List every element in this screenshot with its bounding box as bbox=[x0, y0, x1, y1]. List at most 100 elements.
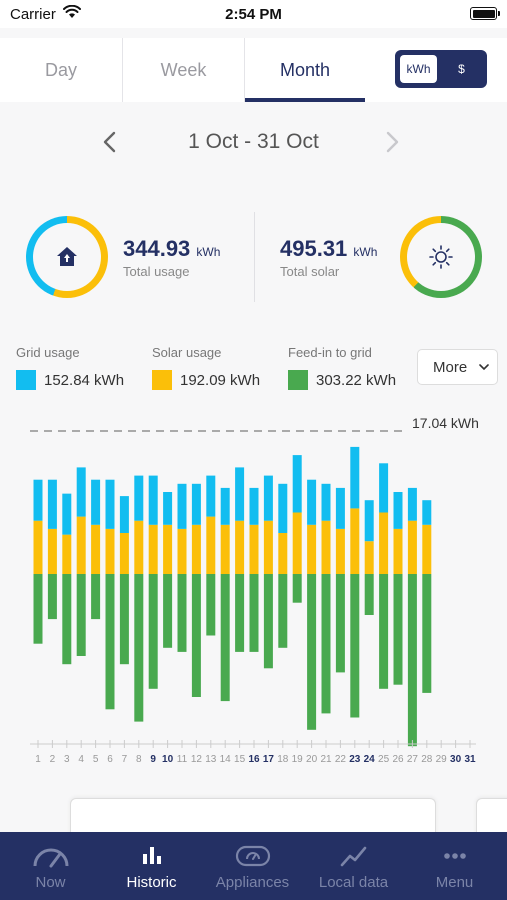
bar-solar[interactable] bbox=[148, 524, 158, 574]
bar-solar[interactable] bbox=[379, 512, 389, 575]
bar-grid[interactable] bbox=[191, 483, 201, 525]
bar-grid[interactable] bbox=[422, 500, 432, 525]
bar-solar[interactable] bbox=[105, 528, 115, 574]
bar-feedin[interactable] bbox=[91, 574, 101, 620]
clock: 2:54 PM bbox=[225, 6, 282, 23]
bar-solar[interactable] bbox=[76, 516, 86, 574]
bar-solar[interactable] bbox=[134, 520, 144, 574]
bar-feedin[interactable] bbox=[33, 574, 43, 644]
bar-grid[interactable] bbox=[235, 467, 245, 521]
bar-solar[interactable] bbox=[62, 534, 72, 574]
bar-solar[interactable] bbox=[163, 524, 173, 574]
bar-feedin[interactable] bbox=[364, 574, 374, 615]
bar-feedin[interactable] bbox=[278, 574, 288, 648]
bar-feedin[interactable] bbox=[220, 574, 230, 702]
bar-feedin[interactable] bbox=[62, 574, 72, 665]
bar-grid[interactable] bbox=[364, 500, 374, 542]
chevron-left-icon[interactable] bbox=[100, 130, 120, 154]
bar-feedin[interactable] bbox=[307, 574, 317, 730]
bar-solar[interactable] bbox=[33, 520, 43, 574]
bar-grid[interactable] bbox=[379, 463, 389, 513]
bar-grid[interactable] bbox=[321, 483, 331, 521]
nav-appliances[interactable]: Appliances bbox=[202, 832, 303, 900]
unit-kwh-button[interactable]: kWh bbox=[400, 55, 437, 83]
bar-solar[interactable] bbox=[335, 528, 345, 574]
bar-solar[interactable] bbox=[321, 520, 331, 574]
bar-grid[interactable] bbox=[206, 475, 216, 517]
chevron-right-icon[interactable] bbox=[382, 130, 402, 154]
unit-dollar-button[interactable]: $ bbox=[458, 62, 465, 76]
bar-solar[interactable] bbox=[422, 524, 432, 574]
bar-feedin[interactable] bbox=[422, 574, 432, 693]
bar-grid[interactable] bbox=[148, 475, 158, 525]
bar-grid[interactable] bbox=[163, 492, 173, 525]
bar-feedin[interactable] bbox=[350, 574, 360, 718]
bar-feedin[interactable] bbox=[191, 574, 201, 697]
bar-grid[interactable] bbox=[177, 483, 187, 529]
bar-solar[interactable] bbox=[350, 508, 360, 574]
bar-grid[interactable] bbox=[407, 487, 417, 521]
bar-grid[interactable] bbox=[119, 496, 129, 533]
bar-feedin[interactable] bbox=[134, 574, 144, 722]
tab-week[interactable]: Week bbox=[160, 59, 207, 80]
bar-grid[interactable] bbox=[249, 487, 259, 525]
bar-feedin[interactable] bbox=[148, 574, 158, 689]
bar-feedin[interactable] bbox=[335, 574, 345, 673]
bar-solar[interactable] bbox=[191, 524, 201, 574]
bar-feedin[interactable] bbox=[249, 574, 259, 652]
bar-solar[interactable] bbox=[263, 520, 273, 574]
bar-feedin[interactable] bbox=[393, 574, 403, 685]
bar-solar[interactable] bbox=[364, 541, 374, 574]
bar-solar[interactable] bbox=[235, 520, 245, 574]
bar-solar[interactable] bbox=[177, 528, 187, 574]
bar-grid[interactable] bbox=[278, 483, 288, 533]
bar-grid[interactable] bbox=[263, 475, 273, 521]
bar-solar[interactable] bbox=[393, 528, 403, 574]
bar-solar[interactable] bbox=[47, 528, 57, 574]
bar-feedin[interactable] bbox=[407, 574, 417, 747]
bar-feedin[interactable] bbox=[263, 574, 273, 669]
bar-grid[interactable] bbox=[292, 455, 302, 513]
bar-feedin[interactable] bbox=[76, 574, 86, 656]
bar-solar[interactable] bbox=[307, 524, 317, 574]
nav-menu[interactable]: Menu bbox=[404, 832, 505, 900]
summary-card[interactable] bbox=[70, 798, 436, 838]
bar-grid[interactable] bbox=[134, 475, 144, 521]
bar-grid[interactable] bbox=[47, 479, 57, 529]
nav-local-data[interactable]: Local data bbox=[303, 832, 404, 900]
bar-grid[interactable] bbox=[220, 487, 230, 525]
bar-solar[interactable] bbox=[249, 524, 259, 574]
bar-feedin[interactable] bbox=[47, 574, 57, 620]
bar-feedin[interactable] bbox=[163, 574, 173, 648]
nav-historic[interactable]: Historic bbox=[101, 832, 202, 900]
bar-solar[interactable] bbox=[407, 520, 417, 574]
tab-day[interactable]: Day bbox=[44, 59, 77, 80]
bar-grid[interactable] bbox=[307, 479, 317, 525]
bar-grid[interactable] bbox=[91, 479, 101, 525]
bar-feedin[interactable] bbox=[292, 574, 302, 603]
bar-feedin[interactable] bbox=[379, 574, 389, 689]
bar-solar[interactable] bbox=[292, 512, 302, 575]
bar-feedin[interactable] bbox=[177, 574, 187, 652]
bar-feedin[interactable] bbox=[235, 574, 245, 652]
bar-feedin[interactable] bbox=[321, 574, 331, 714]
bar-grid[interactable] bbox=[76, 467, 86, 517]
bar-solar[interactable] bbox=[206, 516, 216, 574]
tab-month[interactable]: Month bbox=[245, 38, 365, 102]
bar-solar[interactable] bbox=[119, 533, 129, 574]
bar-solar[interactable] bbox=[220, 524, 230, 574]
bar-feedin[interactable] bbox=[119, 574, 129, 665]
nav-now[interactable]: Now bbox=[0, 832, 101, 900]
bar-grid[interactable] bbox=[105, 479, 115, 529]
bar-solar[interactable] bbox=[91, 524, 101, 574]
bar-feedin[interactable] bbox=[206, 574, 216, 636]
more-dropdown[interactable]: More bbox=[417, 349, 498, 385]
bar-grid[interactable] bbox=[335, 487, 345, 529]
bar-grid[interactable] bbox=[33, 479, 43, 521]
bar-grid[interactable] bbox=[62, 493, 72, 535]
summary-card-next[interactable] bbox=[476, 798, 507, 838]
bar-feedin[interactable] bbox=[105, 574, 115, 710]
bar-grid[interactable] bbox=[350, 446, 360, 509]
bar-grid[interactable] bbox=[393, 492, 403, 529]
bar-solar[interactable] bbox=[278, 533, 288, 574]
